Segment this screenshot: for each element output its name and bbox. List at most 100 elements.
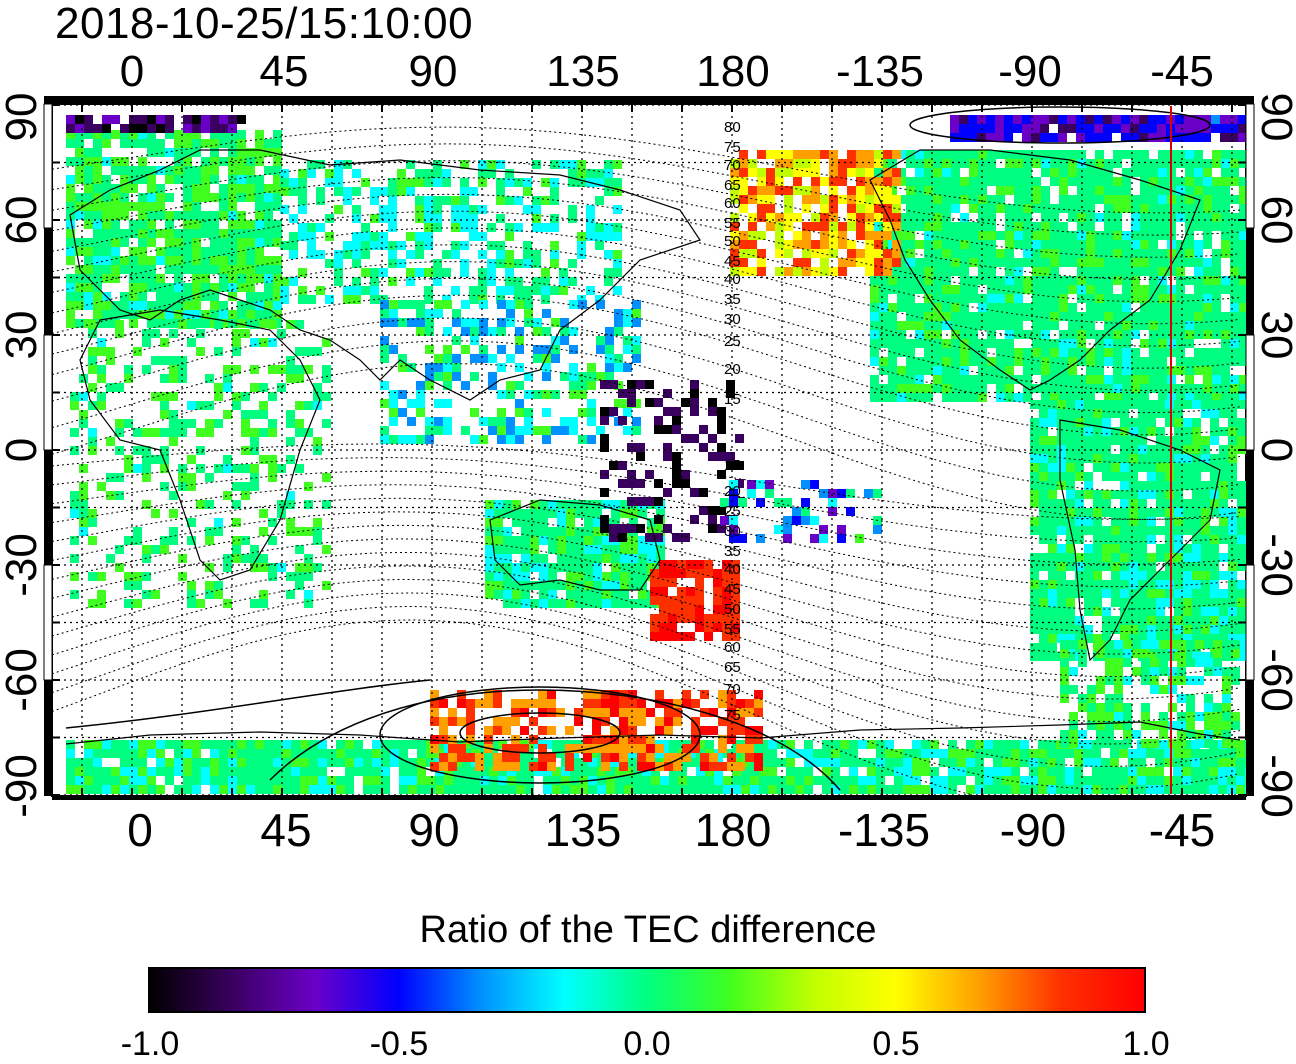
tec-cell	[1002, 758, 1011, 767]
tec-cell	[433, 205, 442, 214]
tec-cell	[1113, 213, 1122, 222]
tec-cell	[1066, 607, 1075, 616]
tec-cell	[619, 735, 628, 744]
tec-cell	[524, 372, 533, 381]
tec-cell	[1048, 463, 1057, 472]
tec-cell	[286, 419, 295, 428]
tec-cell	[1176, 339, 1185, 348]
tec-cell	[659, 587, 668, 596]
tec-cell	[1084, 598, 1093, 607]
tec-cell	[237, 247, 246, 256]
tec-cell	[1212, 150, 1221, 159]
tec-cell	[102, 319, 111, 328]
tec-cell	[460, 268, 469, 277]
tec-cell	[1032, 231, 1041, 240]
tec-cell	[363, 767, 372, 776]
tec-cell	[611, 500, 620, 509]
tec-cell	[120, 310, 129, 319]
tec-cell	[793, 168, 802, 177]
tec-cell	[205, 563, 214, 572]
tec-cell	[1092, 785, 1101, 794]
tec-cell	[727, 753, 736, 762]
tec-cell	[1168, 667, 1177, 676]
tec-cell	[870, 384, 879, 393]
tec-cell	[120, 166, 129, 175]
tec-cell	[246, 740, 255, 749]
tec-cell	[469, 286, 478, 295]
tec-cell	[1177, 721, 1186, 730]
tec-cell	[1068, 213, 1077, 222]
tec-cell	[1159, 649, 1168, 658]
tec-cell	[462, 785, 471, 794]
tec-cell	[1201, 580, 1210, 589]
tec-cell	[84, 115, 93, 124]
tec-cell	[1131, 384, 1140, 393]
tec-cell	[1239, 249, 1246, 258]
tec-cell	[933, 177, 942, 186]
tec-cell	[370, 277, 379, 286]
tec-cell	[879, 240, 888, 249]
tec-cell	[66, 124, 75, 133]
tec-cell	[1059, 294, 1068, 303]
tec-cell	[811, 267, 820, 276]
tec-cell	[552, 767, 561, 776]
tec-cell	[1140, 384, 1149, 393]
tec-cell	[846, 507, 855, 516]
tec-cell	[627, 398, 636, 407]
tec-cell	[327, 776, 336, 785]
tec-cell	[543, 785, 552, 794]
tec-cell	[1048, 472, 1057, 481]
tec-cell	[986, 115, 995, 124]
contour-solid	[459, 712, 621, 754]
tec-cell	[593, 536, 602, 545]
tec-cell	[1014, 240, 1023, 249]
tec-cell	[160, 338, 169, 347]
tec-cell	[1218, 749, 1227, 758]
tec-cell	[178, 464, 187, 473]
tec-cell	[1129, 580, 1138, 589]
tec-cell	[660, 776, 669, 785]
tec-cell	[165, 776, 174, 785]
tec-cell	[485, 563, 494, 572]
tec-cell	[201, 274, 210, 283]
tec-cell	[722, 623, 731, 632]
tec-cell	[638, 545, 647, 554]
tec-cell	[1095, 150, 1104, 159]
tec-cell	[1228, 427, 1237, 436]
tec-cell	[88, 347, 97, 356]
tec-cell	[1156, 463, 1165, 472]
tec-cell	[264, 211, 273, 220]
tec-cell	[480, 785, 489, 794]
tec-cell	[129, 124, 138, 133]
tec-cell	[448, 708, 457, 717]
tec-cell	[165, 256, 174, 265]
tec-cell	[1168, 676, 1177, 685]
tec-cell	[660, 740, 669, 749]
tec-cell	[874, 159, 883, 168]
tec-cell	[1122, 366, 1131, 375]
tec-cell	[548, 581, 557, 590]
tec-cell	[551, 336, 560, 345]
tec-cell	[475, 699, 484, 708]
tec-cell	[1113, 159, 1122, 168]
tec-cell	[1093, 544, 1102, 553]
tec-cell	[237, 265, 246, 274]
tec-cell	[745, 744, 754, 753]
tec-cell	[709, 753, 718, 762]
tec-cell	[691, 735, 700, 744]
tec-cell	[228, 157, 237, 166]
tec-cell	[1129, 499, 1138, 508]
tec-cell	[408, 776, 417, 785]
tec-cell	[757, 249, 766, 258]
tec-cell	[120, 749, 129, 758]
tec-cell	[601, 699, 610, 708]
tec-cell	[1050, 384, 1059, 393]
tec-cell	[494, 572, 503, 581]
tec-cell	[1237, 526, 1246, 535]
tec-cell	[1077, 150, 1086, 159]
tec-cell	[879, 159, 888, 168]
tec-cell	[726, 452, 735, 461]
tec-cell	[147, 184, 156, 193]
tec-cell	[587, 399, 596, 408]
tec-cell	[718, 762, 727, 771]
